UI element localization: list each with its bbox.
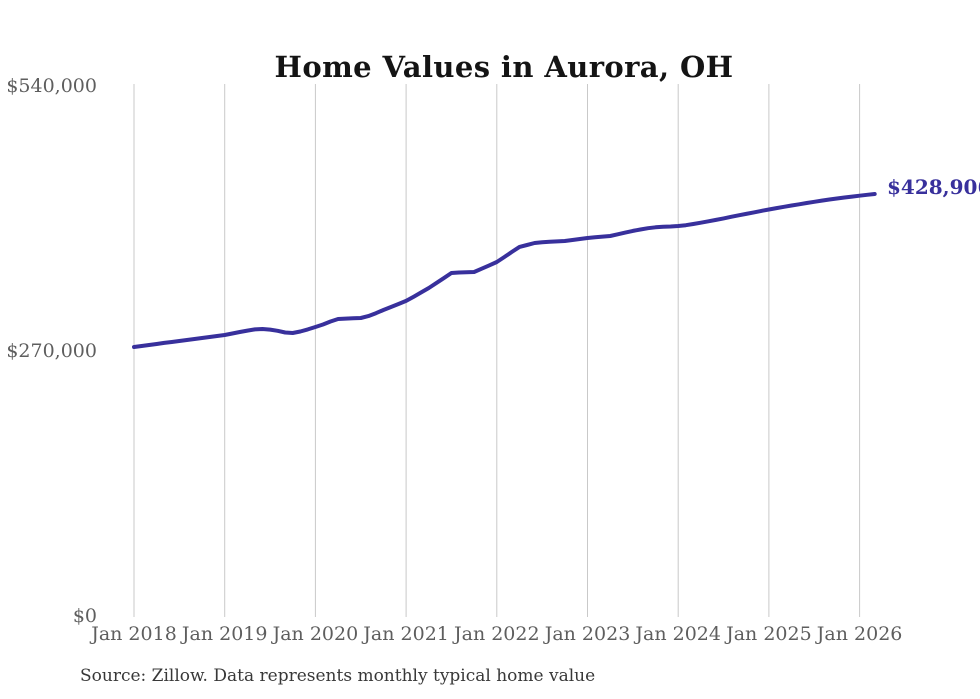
- chart-title: Home Values in Aurora, OH: [274, 50, 734, 85]
- x-tick-label: Jan 2019: [180, 623, 268, 645]
- x-tick-label: Jan 2020: [271, 623, 359, 645]
- x-tick-label: Jan 2023: [543, 623, 631, 645]
- final-value-label: $428,906: [887, 175, 980, 199]
- x-tick-label: Jan 2026: [815, 623, 903, 645]
- x-tick-label: Jan 2024: [633, 623, 721, 645]
- source-note: Source: Zillow. Data represents monthly …: [80, 666, 596, 686]
- x-tick-label: Jan 2022: [452, 623, 540, 645]
- y-tick-label: $270,000: [6, 340, 97, 362]
- y-tick-label: $0: [73, 605, 97, 627]
- x-tick-label: Jan 2025: [724, 623, 812, 645]
- x-tick-label: Jan 2018: [89, 623, 177, 645]
- x-tick-label: Jan 2021: [361, 623, 449, 645]
- home-value-line: [132, 192, 877, 349]
- y-tick-label: $540,000: [6, 75, 97, 97]
